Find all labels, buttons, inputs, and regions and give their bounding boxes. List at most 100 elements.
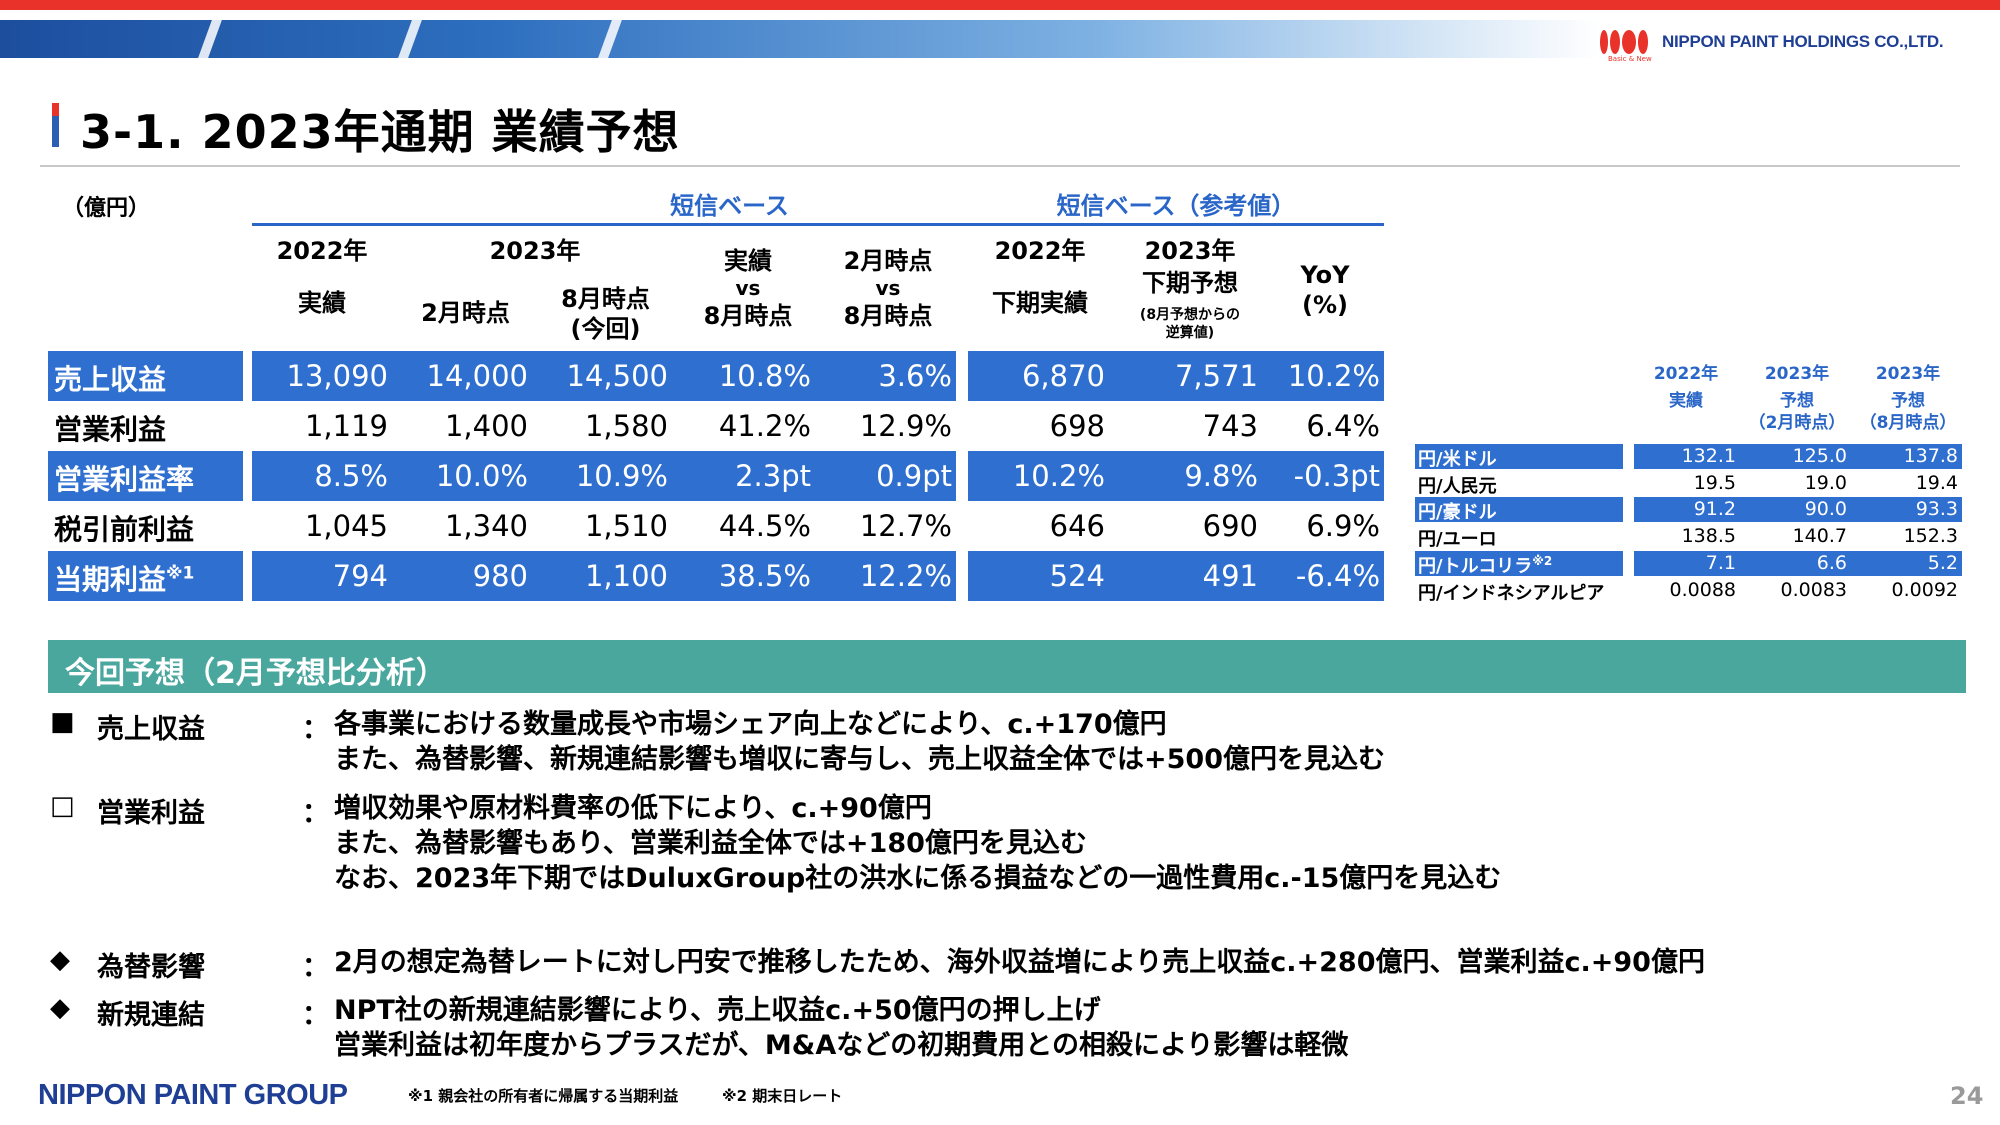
fx-col-header-year: 2023年 — [1875, 364, 1941, 384]
company-logo: Basic & New NIPPON PAINT HOLDINGS CO.,LT… — [1600, 26, 1944, 63]
group-header-line — [252, 223, 1207, 226]
fx-row-label: 円/豪ドル — [1418, 498, 1497, 524]
table-cell: 1,340 — [444, 509, 528, 543]
col-header-2023: 2023年 — [489, 237, 581, 265]
table-cell: 10.2% — [1287, 359, 1380, 393]
bullet-label: 売上収益 — [97, 714, 205, 745]
fx-cell: 0.0092 — [1891, 579, 1958, 601]
table-cell: 14,500 — [566, 359, 668, 393]
group-header-reference: 短信ベース（参考値） — [1056, 192, 1296, 220]
col-header-2022-actual: 2022年 実績 — [276, 237, 368, 317]
bullet-text-line: 2月の想定為替レートに対し円安で推移したため、海外収益増により売上収益c.+28… — [334, 947, 1705, 978]
fx-row-label: 円/人民元 — [1418, 472, 1497, 498]
table-cell: 7,571 — [1174, 359, 1258, 393]
table-cell: 524 — [1049, 559, 1105, 593]
table-cell: -6.4% — [1295, 559, 1380, 593]
fx-row-label-sup: ※2 — [1532, 554, 1553, 568]
row-label-text: 営業利益率 — [54, 463, 195, 496]
fx-row-label-text: 円/豪ドル — [1418, 502, 1497, 523]
fx-row-label: 円/インドネシアルピア — [1418, 579, 1604, 605]
table-cell: 980 — [472, 559, 528, 593]
row-label-bg — [48, 351, 243, 401]
row-label: 当期利益※1 — [54, 558, 194, 598]
page-title: 3-1. 2023年通期 業績予想 — [80, 105, 680, 159]
group-header-line — [968, 223, 1384, 226]
table-cell: 0.9pt — [876, 459, 952, 493]
fx-cell: 93.3 — [1915, 498, 1958, 520]
fx-row-label: 円/ユーロ — [1418, 525, 1497, 551]
fx-values-bg — [1634, 551, 1962, 576]
table-cell: 6.4% — [1306, 409, 1380, 443]
table-cell: 12.7% — [859, 509, 952, 543]
bullet-text-line: 営業利益は初年度からプラスだが、M&Aなどの初期費用との相殺により影響は軽微 — [334, 1030, 1349, 1061]
fx-col-header-type: 予想 — [1780, 391, 1814, 412]
table-cell: 10.9% — [575, 459, 668, 493]
fx-cell: 91.2 — [1693, 498, 1736, 520]
bullet-text-line: また、為替影響、新規連結影響も増収に寄与し、売上収益全体では+500億円を見込む — [334, 744, 1385, 775]
bullet-colon: ： — [302, 798, 329, 829]
table-cell: 10.0% — [435, 459, 528, 493]
table-cell: 690 — [1202, 509, 1258, 543]
analysis-title: 今回予想（2月予想比分析） — [65, 656, 446, 691]
title-divider — [40, 165, 1960, 167]
analysis-band — [48, 640, 1966, 693]
bullet-colon: ： — [302, 952, 329, 983]
table-cell: -0.3pt — [1293, 459, 1380, 493]
table-cell: 1,510 — [584, 509, 668, 543]
row-label: 税引前利益 — [54, 508, 194, 548]
table-cell: 794 — [332, 559, 388, 593]
row-label-text: 営業利益 — [54, 413, 167, 446]
table-cell: 44.5% — [718, 509, 811, 543]
fx-col-header: 2022年 実績 — [1631, 364, 1741, 413]
row-label: 営業利益率 — [54, 458, 194, 498]
fx-col-header-when: （2月時点） — [1748, 412, 1846, 433]
row-label-bg — [48, 551, 243, 601]
row-bg-reference — [968, 351, 1384, 401]
table-cell: 10.2% — [1012, 459, 1105, 493]
fx-row-label-text: 円/インドネシアルピア — [1418, 583, 1605, 604]
col-header-feb-vs-aug: 2月時点 vs 8月時点 — [843, 247, 933, 330]
fx-cell: 19.4 — [1915, 472, 1958, 494]
table-cell: 743 — [1202, 409, 1258, 443]
fx-col-header-type: 予想 — [1891, 391, 1925, 412]
fx-row-label: 円/トルコリラ※2 — [1418, 552, 1552, 578]
fx-cell: 7.1 — [1705, 552, 1736, 574]
fx-values-bg — [1634, 497, 1962, 522]
unit-label: （億円） — [62, 196, 151, 221]
table-cell: 1,119 — [304, 409, 388, 443]
row-label-text: 売上収益 — [54, 363, 167, 396]
fx-col-header: 2023年 予想 （8月時点） — [1853, 364, 1963, 434]
bullet-mark: □ — [50, 791, 75, 821]
table-cell: 14,000 — [426, 359, 528, 393]
table-cell: 1,580 — [584, 409, 668, 443]
row-bg-reference — [968, 451, 1384, 501]
fx-row-label-text: 円/トルコリラ — [1418, 556, 1533, 577]
fx-col-header-year: 2022年 — [1653, 364, 1719, 384]
fx-cell: 138.5 — [1681, 525, 1736, 547]
bullet-mark: ◆ — [50, 993, 70, 1023]
bullet-label: 新規連結 — [97, 1000, 205, 1031]
table-cell: 12.2% — [859, 559, 952, 593]
col-header-2023-h2: 2023年 下期予想 — [1142, 237, 1238, 297]
row-bg-reference — [968, 551, 1384, 601]
col-header-aug: 8月時点 (今回) — [561, 285, 650, 343]
top-red-bar — [0, 0, 2000, 10]
row-label-text: 税引前利益 — [54, 513, 195, 546]
bullet-text-line: 増収効果や原材料費率の低下により、c.+90億円 — [334, 793, 932, 824]
fx-cell: 90.0 — [1804, 498, 1847, 520]
bullet-text-line: NPT社の新規連結影響により、売上収益c.+50億円の押し上げ — [334, 995, 1101, 1026]
footnote-2: ※2 期末日レート — [722, 1087, 843, 1105]
row-bg-tanshin — [252, 451, 956, 501]
row-bg-tanshin — [252, 351, 956, 401]
table-cell: 2.3pt — [735, 459, 811, 493]
col-header-2023-h2-note: (8月予想からの 逆算値) — [1139, 307, 1241, 342]
bullet-colon: ： — [302, 1000, 329, 1031]
table-cell: 12.9% — [859, 409, 952, 443]
table-cell: 13,090 — [286, 359, 388, 393]
fx-row-label-text: 円/ユーロ — [1418, 529, 1497, 550]
footnote-1: ※1 親会社の所有者に帰属する当期利益 — [408, 1087, 679, 1105]
col-header-feb: 2月時点 — [421, 299, 510, 327]
row-label: 営業利益 — [54, 408, 166, 448]
table-cell: 10.8% — [718, 359, 811, 393]
table-cell: 1,045 — [304, 509, 388, 543]
